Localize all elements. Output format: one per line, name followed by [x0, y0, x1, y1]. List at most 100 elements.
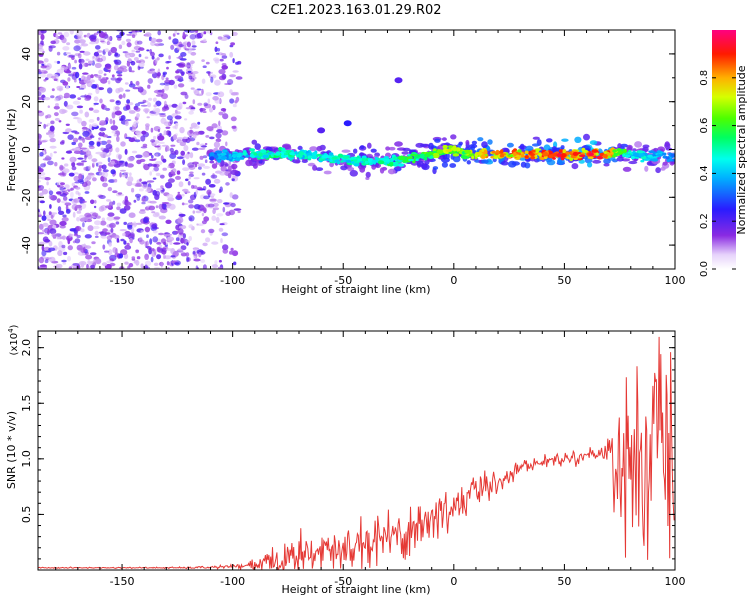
spectrogram-noise-blob [167, 178, 175, 183]
spectrogram-ridge-point [520, 153, 525, 158]
spectrogram-noise-blob [132, 86, 139, 90]
spectrogram-noise-blob [81, 161, 85, 167]
spectrogram-noise-blob [90, 199, 95, 205]
spectrogram-noise-blob [145, 240, 149, 247]
spectrogram-ridge-point [491, 150, 496, 154]
spectrogram-noise-blob [176, 56, 183, 59]
spectrogram-noise-blob [100, 140, 108, 145]
spectrogram-noise-blob [59, 221, 67, 226]
spectrogram-noise-blob [128, 66, 132, 73]
spectrogram-noise-blob [89, 41, 96, 45]
spectrogram-ridge-point [253, 152, 258, 156]
spectrogram-noise-blob [114, 110, 122, 116]
spectrogram-noise-blob [142, 143, 148, 148]
spectrogram-noise-blob [177, 217, 184, 224]
spectrogram-xtick-label: -50 [334, 274, 352, 287]
spectrogram-ridge-point [364, 160, 370, 165]
spectrogram-noise-blob [232, 58, 235, 64]
spectrogram-noise-blob [136, 132, 142, 138]
spectrogram-noise-blob [214, 46, 218, 53]
spectrogram-noise-blob [188, 235, 192, 242]
spectrogram-ridge-point [432, 155, 440, 159]
spectrogram-noise-blob [205, 92, 212, 97]
spectrogram-noise-blob [170, 151, 177, 155]
spectrogram-noise-blob [54, 60, 58, 64]
spectrogram-noise-blob [87, 172, 95, 178]
spectrogram-noise-blob [94, 235, 99, 238]
spectrogram-noise-blob [53, 105, 60, 110]
spectrogram-noise-blob [73, 198, 81, 203]
spectrogram-noise-blob [106, 235, 113, 241]
spectrogram-noise-blob [94, 230, 99, 236]
spectrogram-ridge-point [464, 149, 471, 154]
snr-panel: -150 -100 -50 0 50 100 0.5 1.0 1.5 2.0 Height of … [5, 324, 686, 596]
spectrogram-noise-blob [38, 188, 43, 191]
spectrogram-noise-blob [97, 57, 103, 63]
spectrogram-noise-blob [147, 163, 153, 167]
spectrogram-noise-blob [228, 209, 235, 216]
spectrogram-noise-blob [92, 177, 97, 182]
spectrogram-noise-blob [151, 169, 155, 172]
spectrogram-ridge-point [209, 152, 215, 157]
spectrogram-noise-blob [148, 205, 156, 211]
spectrogram-noise-blob [116, 77, 123, 81]
spectrogram-noise-blob [229, 98, 235, 104]
spectrogram-noise-blob [200, 259, 206, 263]
spectrogram-noise-blob [69, 94, 77, 99]
spectrogram-ridge-point [562, 149, 567, 153]
spectrogram-ridge-point [480, 154, 487, 159]
spectrogram-ylabel: Frequency (Hz) [5, 109, 18, 192]
spectrogram-noise-blob [88, 107, 94, 111]
spectrogram-noise-blob [150, 256, 154, 263]
spectrogram-noise-blob [197, 223, 204, 226]
spectrogram-noise-blob [79, 147, 88, 150]
spectrogram-noise-blob [143, 266, 151, 269]
spectrogram-noise-blob [65, 85, 69, 90]
spectrogram-noise-blob [193, 258, 201, 262]
spectrogram-noise-blob [141, 198, 146, 202]
figure-title: C2E1.2023.163.01.29.R02 [270, 3, 441, 18]
spectrogram-noise-blob [177, 248, 183, 252]
spectrogram-noise-blob [201, 172, 206, 176]
spectrogram-noise-blob [155, 100, 162, 107]
spectrogram-noise-blob [161, 74, 165, 81]
spectrogram-noise-blob [72, 263, 80, 266]
spectrogram-ridge-point [311, 152, 317, 156]
spectrogram-noise-blob [98, 137, 101, 140]
spectrogram-noise-blob [58, 210, 65, 215]
spectrogram-noise-blob [205, 61, 210, 65]
spectrogram-noise-blob [232, 70, 239, 73]
spectrogram-noise-blob [56, 237, 61, 240]
spectrogram-ridge-point [402, 159, 408, 163]
spectrogram-noise-blob [190, 60, 195, 64]
spectrogram-ridge-halo [616, 156, 624, 162]
spectrogram-ridge-point [262, 154, 269, 159]
spectrogram-ytick-label: 20 [20, 95, 33, 109]
spectrogram-ridge-point [668, 158, 673, 161]
spectrogram-noise-blob [38, 166, 42, 173]
spectrogram-ridge-halo [428, 142, 434, 150]
spectrogram-noise-blob [153, 104, 157, 108]
spectrogram-noise-blob [177, 63, 186, 68]
spectrogram-ridge-halo [295, 160, 300, 164]
spectrogram-ridge-point [374, 156, 378, 160]
spectrogram-ridge-point [237, 153, 242, 157]
spectrogram-noise-blob [143, 217, 149, 224]
spectrogram-noise-blob [169, 118, 173, 125]
spectrogram-noise-blob [124, 148, 128, 155]
spectrogram-noise-blob [49, 145, 57, 149]
spectrogram-noise-blob [180, 250, 184, 254]
spectrogram-noise-blob [116, 135, 120, 142]
spectrogram-ridge-point [572, 151, 579, 156]
spectrogram-noise-blob [120, 141, 126, 147]
spectrogram-noise-blob [187, 70, 192, 73]
spectrogram-ridge-point [505, 152, 509, 156]
spectrogram-noise-blob [69, 156, 75, 163]
spectrogram-noise-blob [130, 70, 135, 73]
spectrogram-noise-blob [105, 154, 111, 157]
spectrogram-noise-blob [108, 249, 113, 256]
spectrogram-noise-blob [171, 103, 178, 108]
spectrogram-noise-blob [182, 31, 186, 38]
spectrogram-noise-blob [122, 173, 127, 178]
